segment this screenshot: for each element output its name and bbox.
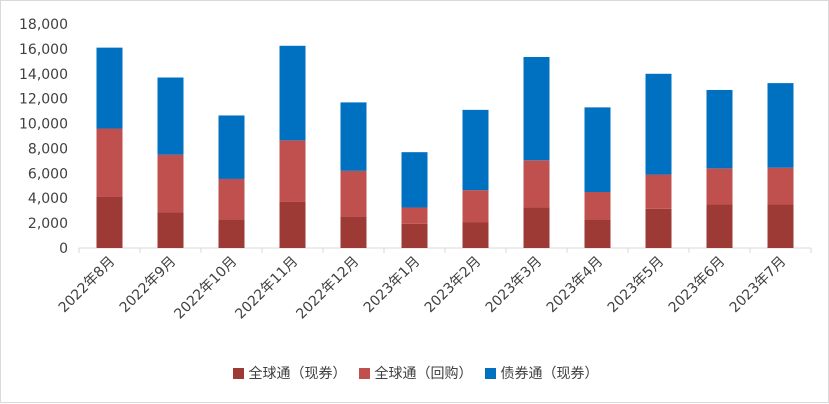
legend-item-series-0: 全球通（现券）: [232, 363, 347, 383]
bar-segment-series-2: [401, 152, 428, 208]
bar-segment-series-1: [523, 160, 550, 208]
bar-segment-series-1: [340, 170, 367, 217]
bar-segment-series-2: [767, 83, 794, 168]
x-tick-label: 2022年12月: [293, 254, 362, 323]
bar-segment-series-1: [584, 192, 611, 220]
y-tick-label: 2,000: [28, 216, 68, 232]
bar-segment-series-1: [401, 207, 428, 224]
legend-swatch-series-2: [484, 367, 496, 379]
bar-segment-series-1: [96, 128, 123, 197]
x-tick-label: 2023年3月: [483, 254, 546, 317]
legend-item-series-1: 全球通（回购）: [358, 363, 473, 383]
x-tick-label: 2023年1月: [361, 254, 424, 317]
bar-segment-series-0: [340, 216, 367, 248]
y-tick-label: 6,000: [28, 166, 68, 182]
bar-segment-series-2: [462, 109, 489, 191]
bar-segment-series-0: [706, 204, 733, 248]
bar-segment-series-2: [96, 47, 123, 129]
bar-segment-series-1: [645, 174, 672, 209]
bar-segment-series-0: [157, 212, 184, 248]
x-tick-label: 2022年9月: [117, 254, 180, 317]
bar-segment-series-1: [767, 167, 794, 205]
bar-segment-series-1: [157, 154, 184, 213]
bar-segment-series-0: [584, 219, 611, 248]
x-tick-label: 2023年2月: [422, 254, 485, 317]
legend-swatch-series-0: [232, 367, 244, 379]
legend-label-series-2: 债券通（现券）: [500, 366, 599, 382]
y-tick-label: 8,000: [28, 141, 68, 157]
x-tick-label: 2023年4月: [544, 254, 607, 317]
bar-segment-series-0: [645, 208, 672, 248]
bar-segment-series-0: [96, 196, 123, 248]
bar-segment-series-2: [523, 56, 550, 161]
bar-segment-series-2: [706, 89, 733, 169]
legend: 全球通（现券） 全球通（回购） 债券通（现券）: [1, 361, 829, 385]
y-tick-label: 0: [59, 241, 68, 257]
y-tick-label: 16,000: [19, 42, 68, 58]
bar-segment-series-0: [767, 204, 794, 248]
bar-segment-series-0: [279, 201, 306, 248]
x-tick-label: 2022年8月: [56, 254, 119, 317]
bar-segment-series-2: [218, 115, 245, 179]
x-tick-label: 2022年10月: [171, 254, 240, 323]
y-tick-label: 12,000: [19, 92, 68, 108]
bar-segment-series-2: [645, 73, 672, 175]
legend-label-series-0: 全球通（现券）: [248, 366, 347, 382]
x-tick-label: 2023年5月: [605, 254, 668, 317]
bar-segment-series-1: [218, 178, 245, 220]
x-tick-label: 2022年11月: [232, 254, 301, 323]
bar-segment-series-2: [157, 77, 184, 155]
bar-segment-series-0: [523, 207, 550, 248]
legend-label-series-1: 全球通（回购）: [374, 366, 473, 382]
bar-segment-series-2: [340, 102, 367, 171]
y-tick-label: 14,000: [19, 67, 68, 83]
y-tick-label: 18,000: [19, 17, 68, 33]
bar-segment-series-1: [462, 190, 489, 223]
bar-segment-series-1: [279, 140, 306, 202]
bar-segment-series-2: [584, 107, 611, 192]
y-tick-label: 10,000: [19, 117, 68, 133]
legend-swatch-series-1: [358, 367, 370, 379]
bar-segment-series-0: [218, 219, 245, 248]
legend-item-series-2: 债券通（现券）: [484, 363, 599, 383]
x-tick-label: 2023年7月: [727, 254, 790, 317]
bar-segment-series-2: [279, 45, 306, 141]
bar-segment-series-0: [462, 222, 489, 248]
bar-segment-series-1: [706, 168, 733, 205]
bar-segment-series-0: [401, 223, 428, 248]
x-tick-label: 2023年6月: [666, 254, 729, 317]
y-tick-label: 4,000: [28, 191, 68, 207]
